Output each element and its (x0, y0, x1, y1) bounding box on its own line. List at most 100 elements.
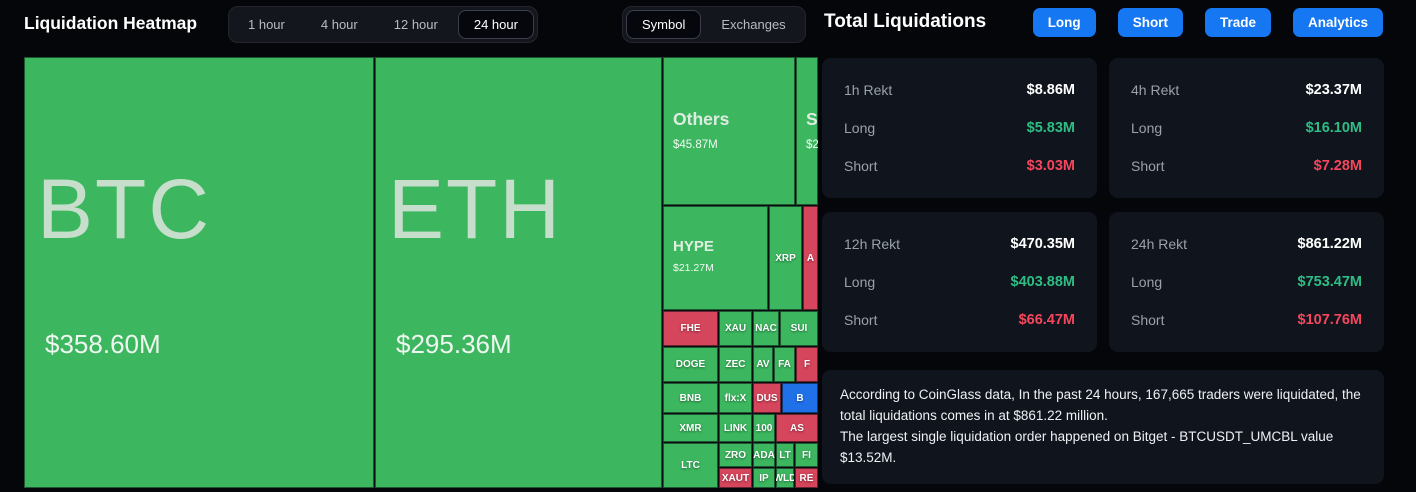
long-label: Long (844, 120, 876, 136)
block-symbol: Others (673, 109, 730, 129)
block-symbol: F (803, 359, 811, 370)
heatmap-block-fa[interactable]: FA (774, 347, 795, 382)
block-value: $295.36M (396, 329, 512, 359)
block-value: $358.60M (45, 329, 161, 359)
stat-card-1h: 1h Rekt $8.86M Long $5.83M Short $3.03M (822, 58, 1097, 198)
heatmap-block-re[interactable]: RE (795, 468, 818, 488)
heatmap-block-xaut[interactable]: XAUT (719, 468, 752, 488)
heatmap-block-bnb[interactable]: BNB (663, 383, 718, 413)
heatmap-block-fhe[interactable]: FHE (663, 311, 718, 346)
short-value: $107.76M (1297, 312, 1363, 328)
long-value: $16.10M (1305, 120, 1362, 136)
heatmap-block-sui[interactable]: SUI (780, 311, 818, 346)
button-analytics[interactable]: Analytics (1292, 8, 1383, 37)
short-row: Short $3.03M (844, 158, 1075, 174)
heatmap-block-ltc[interactable]: LTC (663, 443, 718, 488)
heatmap-block-btc[interactable]: BTC $358.60M (24, 57, 374, 488)
long-row: Long $16.10M (1131, 120, 1362, 136)
block-symbol: SUI (790, 323, 808, 334)
time-tab-1-hour[interactable]: 1 hour (248, 17, 285, 32)
block-symbol: BNB (679, 392, 702, 404)
block-symbol: HYPE (673, 238, 714, 255)
short-value: $66.47M (1018, 312, 1075, 328)
panel-title: Total Liquidations (824, 11, 987, 32)
button-trade[interactable]: Trade (1204, 8, 1271, 37)
long-row: Long $5.83M (844, 120, 1075, 136)
block-symbol: LINK (723, 422, 748, 434)
total-row: 1h Rekt $8.86M (844, 82, 1075, 98)
block-symbol: AS (790, 422, 804, 434)
heatmap-block-xmr[interactable]: XMR (663, 414, 718, 442)
heatmap-block-link[interactable]: LINK (719, 414, 752, 442)
summary-line-2: The largest single liquidation order hap… (840, 428, 1334, 465)
long-label: Long (844, 274, 876, 290)
liquidation-treemap: BTC $358.60M ETH $295.36M Others $45.87M S $2 HY… (24, 57, 818, 488)
heatmap-block-xrp[interactable]: XRP (769, 206, 802, 310)
heatmap-block-ip[interactable]: IP (753, 468, 775, 488)
heatmap-block-flx-x[interactable]: flx:X (719, 383, 752, 413)
view-mode-tabs: Symbol Exchanges (622, 6, 806, 43)
block-symbol: XAUT (721, 472, 750, 484)
block-symbol: AV (756, 359, 770, 370)
heatmap-block-as[interactable]: AS (776, 414, 818, 442)
block-symbol: FA (778, 359, 791, 370)
period-label: 12h Rekt (844, 236, 901, 252)
summary-panel: According to CoinGlass data, In the past… (822, 370, 1384, 484)
heatmap-block-eth[interactable]: ETH $295.36M (375, 57, 662, 488)
total-value: $861.22M (1297, 236, 1363, 252)
short-label: Short (844, 158, 878, 174)
heatmap-block-dus[interactable]: DUS (753, 383, 781, 413)
stat-card-12h: 12h Rekt $470.35M Long $403.88M Short $6… (822, 212, 1097, 352)
heatmap-block-zec[interactable]: ZEC (719, 347, 752, 382)
heatmap-block-doge[interactable]: DOGE (663, 347, 718, 382)
time-range-tabs: 1 hour 4 hour 12 hour 24 hour (228, 6, 538, 43)
heatmap-block-av[interactable]: AV (753, 347, 773, 382)
view-tab-symbol[interactable]: Symbol (626, 10, 702, 39)
block-symbol: A (806, 252, 815, 264)
stat-card-24h: 24h Rekt $861.22M Long $753.47M Short $1… (1109, 212, 1384, 352)
short-value: $3.03M (1026, 158, 1075, 174)
block-symbol: ZEC (725, 359, 746, 370)
heatmap-block-hype[interactable]: HYPE $21.27M (663, 206, 768, 310)
block-symbol: DOGE (675, 359, 706, 370)
short-label: Short (844, 312, 878, 328)
time-tab-12-hour[interactable]: 12 hour (393, 17, 438, 32)
block-symbol: flx:X (724, 392, 747, 404)
block-symbol: FHE (680, 323, 701, 334)
long-value: $753.47M (1297, 274, 1363, 290)
block-symbol: ADA (753, 449, 775, 461)
long-row: Long $403.88M (844, 274, 1075, 290)
block-symbol: FI (802, 449, 811, 461)
heatmap-block-fi[interactable]: FI (795, 443, 818, 467)
summary-line-1: According to CoinGlass data, In the past… (840, 387, 1361, 423)
heatmap-block-a[interactable]: A (803, 206, 818, 310)
heatmap-block-zro[interactable]: ZRO (719, 443, 752, 467)
heatmap-block-nac[interactable]: NAC (753, 311, 779, 346)
short-row: Short $66.47M (844, 312, 1075, 328)
heatmap-block-f[interactable]: F (796, 347, 818, 382)
short-row: Short $7.28M (1131, 158, 1362, 174)
time-tab-4-hour[interactable]: 4 hour (320, 17, 358, 32)
long-value: $5.83M (1026, 120, 1075, 136)
button-short[interactable]: Short (1117, 8, 1183, 37)
heatmap-block-ada[interactable]: ADA (753, 443, 775, 467)
heatmap-block-s[interactable]: S $2 (796, 57, 818, 205)
long-label: Long (1131, 120, 1163, 136)
block-symbol: IP (759, 472, 769, 484)
heatmap-block-100[interactable]: 100 (753, 414, 775, 442)
heatmap-block-lt[interactable]: LT (776, 443, 794, 467)
heatmap-block-others[interactable]: Others $45.87M (663, 57, 795, 205)
block-symbol: BTC (37, 162, 211, 256)
block-symbol: DUS (756, 392, 778, 404)
block-value: $21.27M (673, 262, 714, 274)
total-value: $8.86M (1026, 82, 1075, 98)
heatmap-block-xau[interactable]: XAU (719, 311, 752, 346)
view-tab-exchanges[interactable]: Exchanges (721, 17, 786, 32)
heatmap-block-b[interactable]: B (782, 383, 818, 413)
stat-cards-grid: 1h Rekt $8.86M Long $5.83M Short $3.03M … (822, 58, 1384, 352)
time-tab-24-hour[interactable]: 24 hour (457, 10, 534, 39)
button-long[interactable]: Long (1032, 8, 1096, 37)
heatmap-block-wld[interactable]: WLD (776, 468, 794, 488)
block-symbol: WLD (776, 472, 794, 484)
short-label: Short (1131, 158, 1165, 174)
